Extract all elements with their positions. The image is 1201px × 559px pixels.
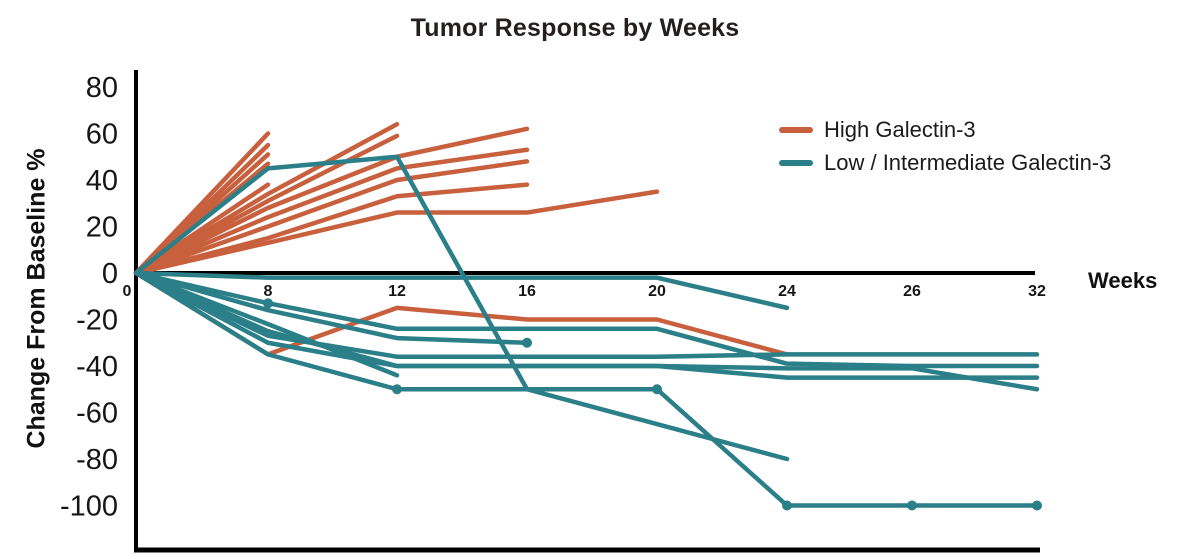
x-tick-label: 24 [778, 283, 796, 300]
y-tick-label: -60 [76, 398, 118, 430]
y-tick-label: -20 [76, 305, 118, 337]
legend-item-high-galectin: High Galectin-3 [779, 117, 1111, 143]
x-tick-label: 0 [123, 283, 132, 300]
chart-title: Tumor Response by Weeks [410, 14, 740, 42]
high-galectin-swatch [779, 127, 813, 133]
y-tick-label: 80 [86, 72, 118, 104]
y-tick-label: -80 [76, 444, 118, 476]
series-line [133, 270, 1040, 508]
legend-item-low-intermediate-galectin: Low / Intermediate Galectin-3 [779, 150, 1111, 176]
legend-label: Low / Intermediate Galectin-3 [824, 150, 1112, 175]
x-tick-label: 20 [648, 283, 666, 300]
data-point-marker [1032, 500, 1042, 511]
y-tick-label: 0 [102, 258, 118, 290]
series-line [133, 270, 790, 311]
x-tick-label: 8 [264, 283, 273, 300]
legend: High Galectin-3 Low / Intermediate Galec… [779, 117, 1111, 176]
data-point-marker [522, 337, 532, 348]
series-line [133, 182, 530, 276]
series-line [133, 126, 530, 276]
x-tick-label: 12 [388, 283, 406, 300]
series-line [133, 154, 790, 462]
series-line [133, 159, 530, 276]
series-line [133, 189, 660, 276]
y-tick-label: -100 [60, 491, 118, 523]
low-intermediate-galectin-swatch [779, 160, 813, 166]
data-point-marker [392, 384, 402, 395]
x-tick-label: 26 [903, 283, 921, 300]
y-tick-label: -40 [76, 351, 118, 383]
y-tick-label: 40 [86, 165, 118, 197]
x-axis-title: Weeks [1088, 268, 1158, 293]
y-tick-label: 20 [86, 212, 118, 244]
series-line [133, 270, 530, 345]
x-tick-label: 32 [1028, 283, 1046, 300]
series-line [133, 270, 1040, 380]
legend-label: High Galectin-3 [824, 117, 976, 142]
data-point-marker [652, 384, 662, 395]
data-point-marker [263, 298, 273, 309]
y-tick-label: 60 [86, 119, 118, 151]
y-axis-title: Change From Baseline % [22, 148, 51, 449]
data-point-marker [782, 500, 792, 511]
series-line [133, 147, 530, 276]
data-point-marker [907, 500, 917, 511]
x-tick-label: 16 [518, 283, 536, 300]
series-line [133, 270, 1040, 369]
